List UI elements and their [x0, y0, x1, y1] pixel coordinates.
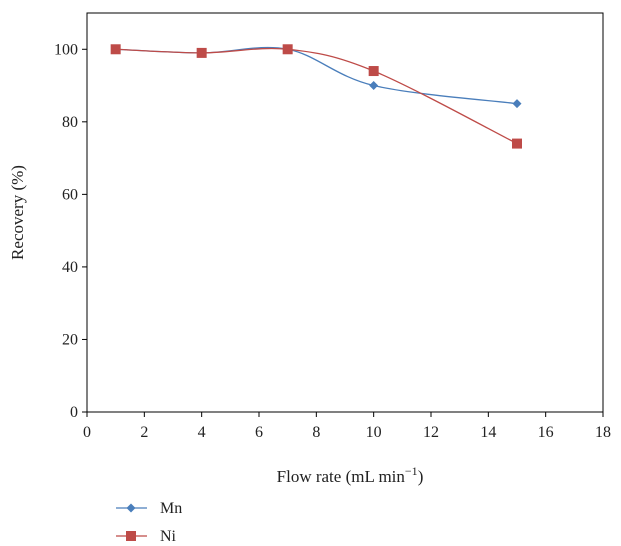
legend: Mn Ni: [116, 500, 182, 545]
data-point-mn: [512, 99, 522, 109]
x-tick-label: 16: [538, 424, 554, 441]
series-mn: [111, 44, 522, 109]
series-line-mn: [115, 46, 518, 105]
legend-label: Ni: [160, 528, 177, 545]
y-axis-label: Recovery (%): [8, 165, 27, 260]
x-axis-label-suffix: ): [418, 467, 424, 486]
x-tick-label: 8: [312, 424, 320, 441]
data-point-ni: [196, 47, 207, 58]
x-axis-label: Flow rate (mL min−1): [277, 464, 424, 486]
y-tick-label: 100: [54, 41, 78, 58]
data-point-ni: [282, 44, 293, 55]
data-point-ni: [368, 66, 379, 77]
x-tick-label: 4: [198, 424, 206, 441]
data-point-ni: [512, 138, 522, 149]
legend-marker-mn: [126, 503, 136, 513]
x-tick-label: 6: [255, 424, 263, 441]
x-tick-label: 14: [480, 424, 496, 441]
x-tick-label: 12: [423, 424, 439, 441]
data-point-ni: [110, 44, 121, 55]
series-line-ni: [115, 47, 518, 145]
plot-axes: [86, 12, 604, 413]
x-axis-label-superscript: −1: [405, 464, 418, 478]
y-tick-label: 60: [62, 186, 78, 203]
y-tick-label: 20: [62, 331, 78, 348]
legend-marker-ni: [126, 531, 136, 541]
series-layer: [110, 44, 522, 149]
y-axis-ticks: 0 20 40 60 80 100: [54, 41, 87, 421]
x-tick-label: 0: [83, 424, 91, 441]
x-tick-label: 18: [595, 424, 611, 441]
x-axis-ticks: 0 2 4 6 8 10 12 14 16 18: [83, 412, 611, 441]
series-ni: [110, 44, 522, 149]
x-axis-label-main: Flow rate (mL min: [277, 467, 406, 486]
x-tick-label: 2: [140, 424, 148, 441]
data-point-mn: [369, 81, 379, 91]
y-tick-label: 0: [70, 404, 78, 421]
legend-item-mn: Mn: [116, 500, 182, 517]
legend-item-ni: Ni: [116, 528, 177, 545]
y-tick-label: 40: [62, 259, 78, 276]
y-tick-label: 80: [62, 114, 78, 131]
plot-frame: [86, 12, 604, 413]
x-tick-label: 10: [366, 424, 382, 441]
legend-label: Mn: [160, 500, 182, 517]
